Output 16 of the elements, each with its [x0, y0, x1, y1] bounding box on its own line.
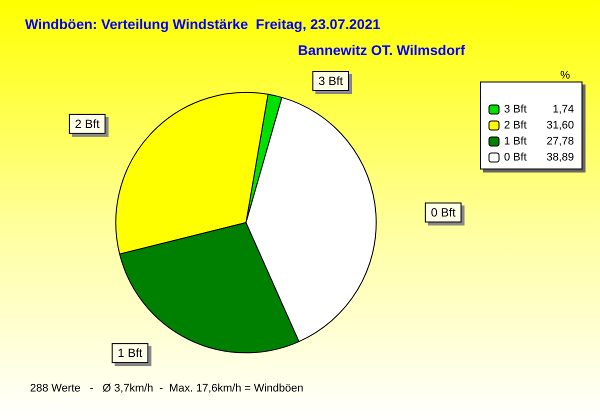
legend-label: 0 Bft: [504, 152, 527, 164]
data-label: 27,78: [546, 136, 574, 148]
legend-label: 2 Bft: [504, 120, 527, 132]
slice-label: 2 Bft: [74, 116, 100, 131]
chart-title: Windböen: Verteilung Windstärke Freitag, 23.07.2021: [25, 16, 381, 32]
slice-label: 1 Bft: [118, 346, 144, 360]
legend-title: %: [560, 70, 570, 82]
chart-subtitle: Bannewitz OT. Wilmsdorf: [298, 42, 466, 58]
data-label: 1,74: [552, 104, 574, 116]
category-label: 3 Bft: [318, 74, 344, 88]
legend-label: 1 Bft: [504, 136, 527, 148]
legend-label: 3 Bft: [504, 104, 527, 116]
data-label: 38,89: [546, 152, 574, 164]
text: 288 Werte - Ø 3,7km/h - Max. 17,6km/h = Windböen: [30, 382, 304, 394]
data-label: 31,60: [546, 120, 574, 132]
slice-label: 0 Bft: [430, 205, 456, 220]
